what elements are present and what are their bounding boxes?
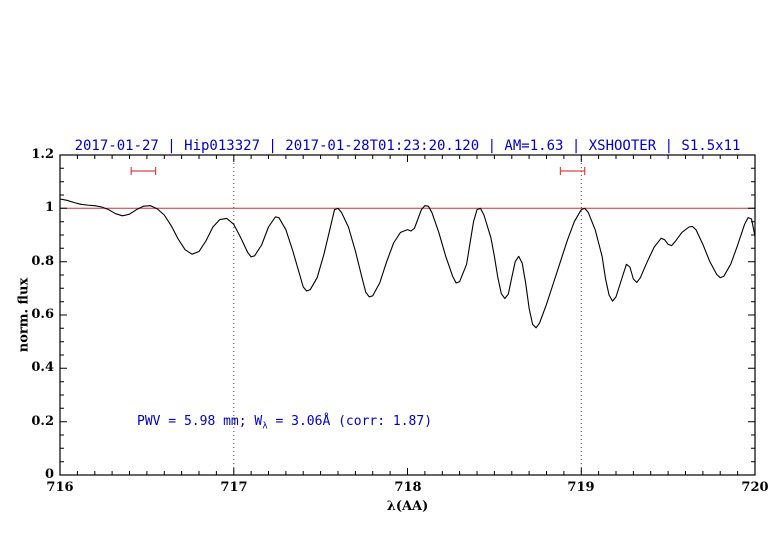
y-tick-label: 0.4 [31, 360, 54, 375]
x-tick-label: 716 [46, 480, 74, 495]
pwv-annotation: PWV = 5.98 mm; Wλ = 3.06Å (corr: 1.87) [137, 414, 432, 432]
pwv-annotation-sub: λ [262, 421, 268, 432]
y-tick-label: 0.2 [31, 414, 54, 429]
spectrum-line [59, 198, 756, 329]
y-tick-label: 1.2 [31, 147, 54, 162]
x-tick-label: 719 [567, 480, 595, 495]
x-tick-label: 718 [394, 480, 422, 495]
plot-title: 2017-01-27 | Hip013327 | 2017-01-28T01:2… [74, 138, 741, 154]
y-tick-label: 0.6 [31, 307, 54, 322]
x-tick-label: 720 [741, 480, 769, 495]
x-tick-label: 717 [220, 480, 248, 495]
y-tick-label: 0.8 [31, 254, 54, 269]
pwv-annotation-part2: = 3.06Å (corr: 1.87) [267, 414, 433, 429]
ew-window-marker [130, 167, 157, 175]
y-tick-label: 1 [44, 200, 54, 215]
pwv-annotation-part1: PWV = 5.98 mm; W [137, 414, 263, 429]
x-axis-label: λ(AA) [386, 499, 429, 514]
ew-window-marker [559, 167, 586, 175]
axis-ticks [59, 154, 756, 476]
y-tick-label: 0 [44, 467, 54, 482]
